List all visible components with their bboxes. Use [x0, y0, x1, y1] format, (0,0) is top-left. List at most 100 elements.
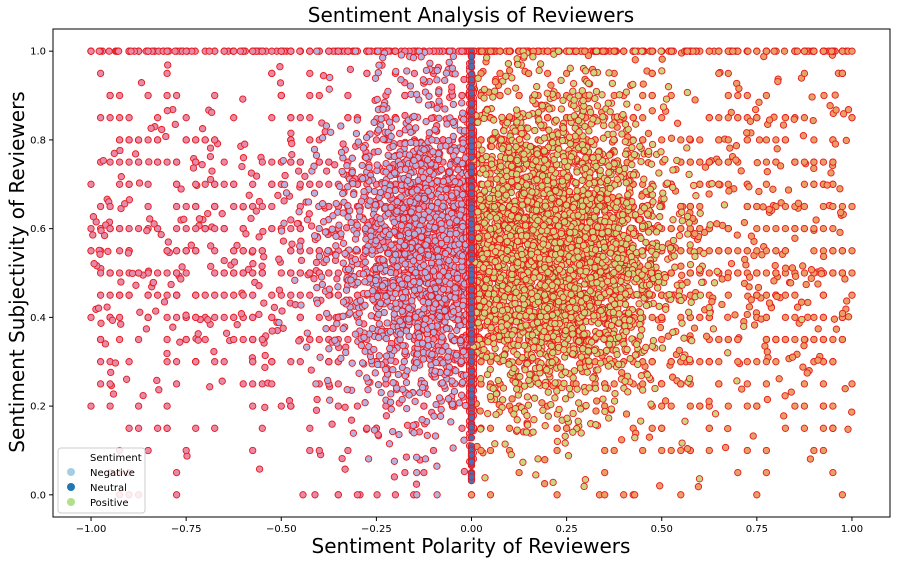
data-point-negative — [315, 313, 323, 322]
data-point-negative — [351, 255, 360, 264]
data-point-positive — [505, 66, 514, 75]
data-point-negative — [338, 167, 346, 176]
data-point-negative — [396, 151, 404, 159]
data-point-positive — [814, 356, 822, 364]
data-point-negative — [295, 337, 303, 345]
data-point-negative — [110, 149, 118, 158]
data-point-negative — [322, 122, 331, 130]
data-point-negative — [149, 278, 158, 287]
data-point-negative — [356, 296, 365, 305]
data-point-negative — [371, 74, 380, 82]
data-point-negative — [230, 258, 239, 266]
data-point-positive — [696, 402, 704, 410]
data-point-negative — [325, 358, 333, 366]
data-point-negative — [453, 274, 462, 282]
data-point-negative — [361, 224, 370, 233]
data-point-negative — [115, 114, 124, 122]
data-point-positive — [772, 136, 780, 144]
data-point-negative — [287, 291, 295, 299]
data-point-negative — [390, 457, 399, 465]
data-point-positive — [751, 105, 760, 114]
data-point-positive — [791, 335, 799, 344]
data-point-negative — [369, 287, 377, 295]
data-point-negative — [322, 167, 331, 175]
data-point-positive — [538, 399, 546, 407]
data-point-negative — [449, 100, 458, 109]
data-point-positive — [791, 402, 799, 410]
data-point-negative — [287, 247, 295, 255]
data-point-negative — [287, 47, 295, 55]
data-point-positive — [787, 279, 795, 287]
data-point-negative — [408, 297, 416, 305]
data-point-negative — [375, 310, 383, 318]
data-point-negative — [430, 412, 438, 420]
data-point-positive — [705, 114, 713, 122]
data-point-positive — [753, 491, 761, 499]
data-point-negative — [261, 363, 269, 372]
data-point-negative — [249, 335, 257, 344]
data-point-negative — [339, 312, 347, 320]
data-point-positive — [827, 47, 836, 55]
data-point-negative — [182, 114, 190, 122]
data-point-negative — [268, 180, 276, 188]
data-point-positive — [705, 424, 713, 432]
data-point-negative — [207, 262, 215, 271]
data-point-negative — [117, 173, 125, 181]
data-point-positive — [658, 446, 666, 455]
data-point-negative — [413, 323, 422, 331]
data-point-negative — [134, 424, 143, 432]
data-point-negative — [306, 47, 314, 55]
data-point-negative — [163, 247, 171, 255]
data-point-positive — [696, 224, 704, 233]
data-point-positive — [829, 158, 837, 166]
data-point-negative — [399, 215, 408, 223]
data-point-positive — [775, 375, 783, 383]
data-point-negative — [431, 300, 440, 308]
data-point-positive — [724, 158, 732, 166]
data-point-negative — [410, 69, 419, 78]
data-point-positive — [770, 277, 778, 285]
data-point-negative — [268, 380, 276, 388]
data-point-negative — [208, 167, 216, 175]
data-point-positive — [732, 142, 741, 150]
data-point-negative — [230, 269, 238, 277]
data-point-positive — [667, 402, 675, 410]
data-point-negative — [458, 200, 466, 208]
data-point-negative — [134, 158, 143, 166]
data-point-positive — [836, 228, 844, 237]
data-point-positive — [658, 335, 666, 344]
data-point-positive — [836, 185, 844, 193]
data-point-positive — [794, 199, 803, 207]
data-point-positive — [515, 468, 523, 477]
data-point-negative — [410, 429, 418, 437]
data-point-negative — [268, 313, 276, 322]
data-point-negative — [211, 247, 219, 255]
data-point-negative — [431, 432, 440, 440]
data-point-negative — [390, 218, 398, 226]
data-point-negative — [315, 180, 323, 188]
data-point-negative — [351, 330, 360, 338]
data-point-negative — [433, 462, 441, 470]
data-point-negative — [458, 47, 466, 55]
data-point-negative — [339, 298, 348, 306]
data-point-negative — [316, 353, 324, 361]
data-point-positive — [737, 167, 745, 175]
data-point-negative — [280, 219, 288, 227]
data-point-negative — [396, 330, 405, 338]
data-point-negative — [419, 173, 427, 182]
data-point-positive — [829, 402, 837, 410]
data-point-negative — [415, 333, 424, 341]
data-point-negative — [249, 247, 257, 255]
data-point-negative — [239, 269, 247, 277]
data-point-negative — [307, 366, 315, 374]
data-point-negative — [348, 154, 356, 162]
data-point-positive — [744, 47, 752, 55]
data-point-positive — [696, 180, 704, 188]
data-point-positive — [477, 358, 485, 366]
data-point-positive — [639, 380, 647, 388]
data-point-negative — [211, 202, 219, 211]
data-point-negative — [355, 369, 363, 377]
data-point-positive — [743, 402, 751, 410]
data-point-positive — [541, 456, 549, 464]
data-point-negative — [182, 136, 190, 144]
